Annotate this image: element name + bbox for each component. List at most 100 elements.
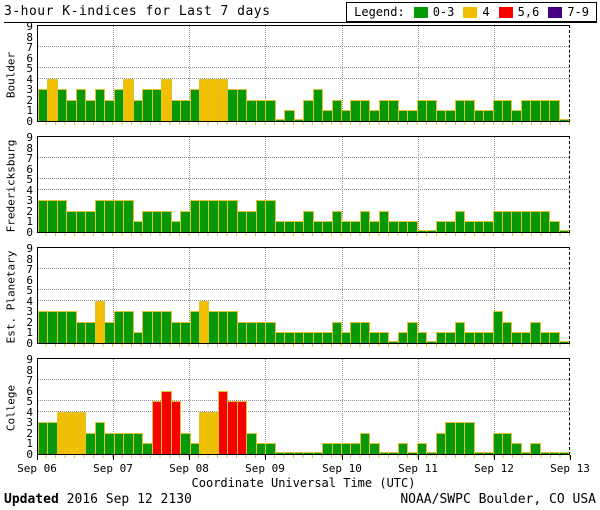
- y-axis-tick-label: 8: [26, 252, 33, 266]
- y-axis-tick-label: 3: [26, 83, 33, 97]
- y-axis-tick-label: 1: [26, 104, 33, 118]
- source-attribution: NOAA/SWPC Boulder, CO USA: [400, 492, 596, 507]
- horizontal-gridline-k5: [38, 67, 569, 69]
- day-boundary-gridline: [417, 248, 419, 343]
- legend-item-label: 5,6: [517, 5, 540, 19]
- day-boundary-gridline: [493, 137, 495, 232]
- legend-swatch: [548, 6, 563, 18]
- day-boundary-gridline: [113, 359, 115, 454]
- plot-area: [37, 358, 570, 455]
- k-index-bar: [530, 443, 541, 454]
- horizontal-gridline-k4: [38, 188, 569, 190]
- y-axis-tick-label: 1: [26, 437, 33, 451]
- k-index-bar: [416, 443, 428, 454]
- k-index-bar: [312, 89, 324, 121]
- plot-area: [37, 25, 570, 122]
- day-label: Sep 12: [474, 462, 514, 475]
- y-axis-tick-label: 3: [26, 416, 33, 430]
- legend-item-0-3: 0-3: [413, 5, 454, 19]
- horizontal-gridline-k4: [38, 410, 569, 412]
- day-boundary-gridline: [265, 359, 267, 454]
- k-index-bar: [284, 110, 295, 121]
- plot-area: [37, 247, 570, 344]
- day-label: Sep 09: [245, 462, 285, 475]
- page-title: 3-hour K-indices for Last 7 days: [4, 4, 271, 19]
- day-boundary-gridline: [189, 137, 191, 232]
- k-index-bar: [236, 401, 248, 454]
- day-boundary-gridline: [113, 137, 115, 232]
- k-index-bar: [397, 443, 409, 454]
- horizontal-gridline-k4: [38, 299, 569, 301]
- k-index-bar: [549, 332, 560, 343]
- y-axis-tick-label: 4: [26, 405, 33, 419]
- updated-label: Updated: [4, 492, 59, 507]
- k-index-bar: [265, 100, 276, 121]
- day-label: Sep 08: [169, 462, 209, 475]
- y-axis-tick-label: 7: [26, 152, 33, 166]
- bars-row: [38, 26, 570, 121]
- legend-item-5-6: 5,6: [498, 5, 540, 19]
- day-tick: [342, 455, 343, 460]
- y-axis-tick-label: 2: [26, 426, 33, 440]
- y-axis-tick-label: 1: [26, 326, 33, 340]
- header-divider: [4, 22, 597, 23]
- y-axis-tick-label: 5: [26, 62, 33, 76]
- horizontal-gridline-k7: [38, 157, 569, 159]
- horizontal-gridline-k7: [38, 46, 569, 48]
- day-tick-marks: [37, 455, 571, 460]
- horizontal-gridline-k7: [38, 379, 569, 381]
- k-index-bar: [549, 221, 560, 232]
- y-axis-tick-label: 7: [26, 41, 33, 55]
- y-axis-tick-label: 0: [26, 226, 33, 239]
- y-axis-tick-label: 3: [26, 194, 33, 208]
- y-axis-tick-label: 3: [26, 305, 33, 319]
- k-index-bar: [123, 311, 134, 343]
- legend-swatch: [463, 6, 478, 18]
- k-index-bar: [407, 221, 418, 232]
- updated-timestamp: Updated 2016 Sep 12 2130: [4, 492, 192, 507]
- k-index-bar: [558, 230, 570, 232]
- day-tick: [494, 455, 495, 460]
- legend-swatch: [498, 6, 513, 18]
- day-tick: [37, 455, 38, 460]
- day-tick: [570, 455, 571, 460]
- day-boundary-gridline: [113, 26, 115, 121]
- y-axis-tick-label: 4: [26, 72, 33, 86]
- legend-item-label: 7-9: [567, 5, 589, 19]
- plot-area: [37, 136, 570, 233]
- y-axis-tick-label: 1: [26, 215, 33, 229]
- day-boundary-gridline: [341, 359, 343, 454]
- y-axis-tick-label: 8: [26, 363, 33, 377]
- y-axis-tick-label: 8: [26, 30, 33, 44]
- y-axis-tick-label: 2: [26, 93, 33, 107]
- y-axis-tick-label: 6: [26, 384, 33, 398]
- day-boundary-gridline: [189, 26, 191, 121]
- horizontal-gridline-k5: [38, 400, 569, 402]
- y-axis-tick-label: 2: [26, 315, 33, 329]
- x-axis-title: Coordinate Universal Time (UTC): [191, 476, 416, 490]
- horizontal-gridline-k7: [38, 268, 569, 270]
- bars-row: [38, 137, 570, 232]
- k-index-bar: [170, 401, 182, 454]
- legend: Legend: 0-3 4 5,6 7-9: [346, 2, 597, 22]
- legend-swatch: [413, 6, 428, 18]
- y-axis-tick-label: 9: [26, 20, 33, 33]
- legend-item-7-9: 7-9: [548, 5, 589, 19]
- k-index-bar: [369, 443, 380, 454]
- y-axis-tick-label: 6: [26, 273, 33, 287]
- bars-row: [38, 359, 570, 454]
- day-label: Sep 11: [398, 462, 438, 475]
- panel-fredericksburg: Fredericksburg 0 1 2 3 4 5 6 7 8 9: [0, 132, 600, 239]
- day-boundary-gridline: [341, 26, 343, 121]
- y-axis-tick-label: 2: [26, 204, 33, 218]
- updated-value: 2016 Sep 12 2130: [58, 492, 192, 507]
- k-index-bar: [558, 341, 570, 343]
- day-boundary-gridline: [493, 26, 495, 121]
- legend-item-4: 4: [463, 5, 490, 19]
- bars-row: [38, 248, 570, 343]
- y-axis-tick-label: 7: [26, 263, 33, 277]
- y-axis-tick-label: 9: [26, 353, 33, 366]
- day-label: Sep 07: [93, 462, 133, 475]
- horizontal-gridline-k4: [38, 77, 569, 79]
- k-index-bar: [549, 100, 560, 121]
